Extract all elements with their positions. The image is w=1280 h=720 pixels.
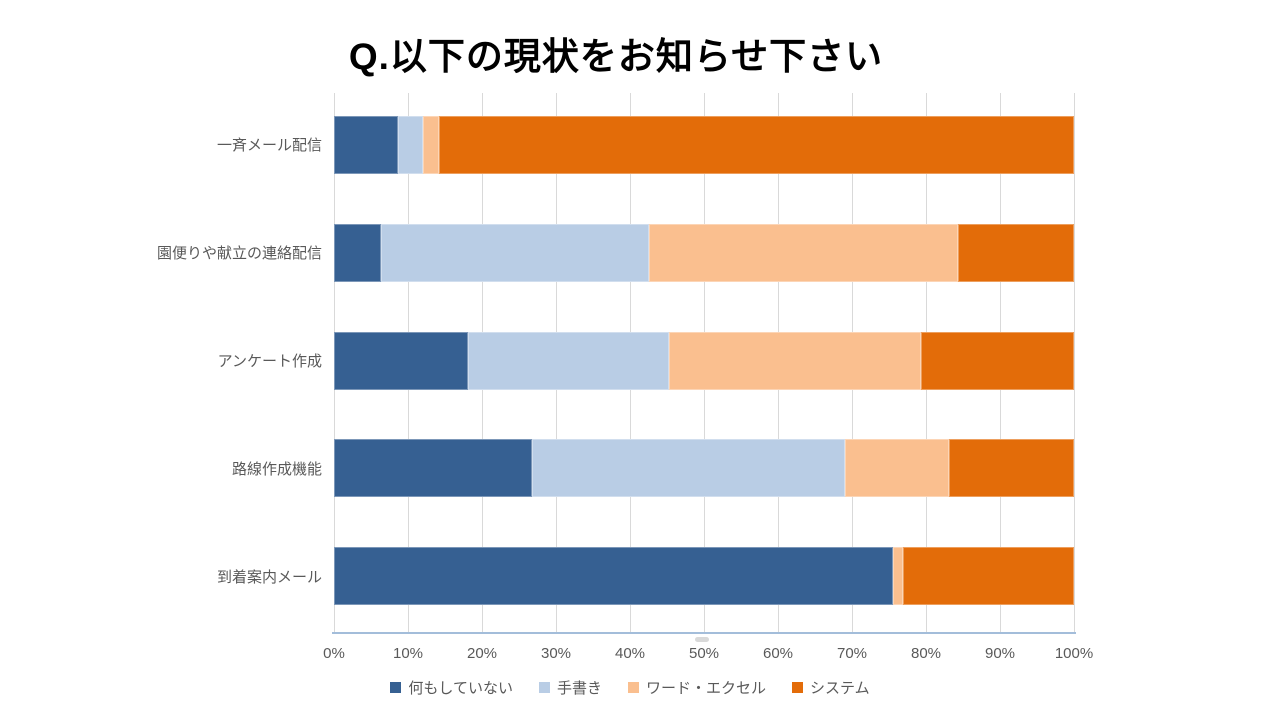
legend-item: 手書き	[538, 677, 602, 698]
legend-label: 手書き	[556, 680, 602, 697]
bar-row	[334, 115, 1074, 174]
bar-segment	[381, 223, 650, 282]
bar-segment	[422, 115, 440, 174]
legend-label: 何もしていない	[408, 680, 513, 697]
bar-segment	[531, 439, 845, 498]
chart-title: Q.以下の現状をお知らせ下さい	[348, 36, 884, 77]
bar-segment	[439, 115, 1074, 174]
bar-segment	[920, 331, 1074, 390]
legend-swatch-icon	[792, 682, 804, 693]
legend-item: 何もしていない	[390, 677, 513, 698]
bar-segment	[649, 223, 958, 282]
category-label: 一斉メール配信	[216, 137, 322, 155]
category-label: 路線作成機能	[231, 460, 322, 478]
bar-segment	[334, 223, 382, 282]
legend-item: システム	[792, 677, 870, 698]
x-tick-label: 40%	[614, 645, 646, 662]
x-tick-label: 0%	[323, 645, 345, 662]
x-tick-label: 100%	[1054, 645, 1094, 662]
bar-segment	[334, 331, 468, 390]
bar-segment	[334, 547, 893, 606]
bar-segment	[903, 547, 1074, 606]
legend-swatch-icon	[628, 682, 639, 693]
x-tick-label: 70%	[836, 645, 868, 662]
bar-row	[334, 439, 1074, 498]
category-label: 到着案内メール	[216, 568, 322, 586]
gridline	[1074, 93, 1075, 632]
x-axis-line	[332, 632, 1076, 634]
bar-segment	[892, 547, 904, 606]
bar-segment	[957, 223, 1074, 282]
category-label: アンケート作成	[217, 353, 322, 370]
legend-item: ワード・エクセル	[628, 677, 766, 698]
bar-segment	[844, 439, 949, 498]
x-tick-label: 10%	[392, 645, 424, 662]
bar-segment	[669, 331, 921, 390]
legend: 何もしていない 手書き ワード・エクセル システム	[0, 677, 1260, 698]
legend-swatch-icon	[390, 682, 402, 693]
bar-segment	[397, 115, 423, 174]
bar-row	[334, 547, 1074, 606]
x-tick-label: 60%	[762, 645, 794, 662]
bar-row	[334, 331, 1074, 390]
x-tick-label: 90%	[984, 645, 1016, 662]
bar-segment	[467, 331, 670, 390]
x-tick-label: 80%	[910, 645, 942, 662]
legend-label: ワード・エクセル	[646, 680, 767, 697]
bar-segment	[948, 439, 1074, 498]
scrollbar-thumb	[695, 637, 709, 642]
x-tick-label: 20%	[466, 645, 498, 662]
legend-swatch-icon	[538, 682, 550, 693]
x-tick-label: 50%	[688, 645, 720, 662]
bar-segment	[334, 439, 532, 498]
bar-row	[334, 223, 1074, 282]
x-tick-label: 30%	[540, 645, 572, 662]
legend-label: システム	[810, 680, 870, 697]
bar-segment	[334, 115, 398, 174]
category-label: 園便りや献立の連絡配信	[156, 245, 322, 263]
plot-area: 0% 10% 20% 30% 40% 50% 60% 70% 80% 90% 100%	[323, 93, 1093, 662]
